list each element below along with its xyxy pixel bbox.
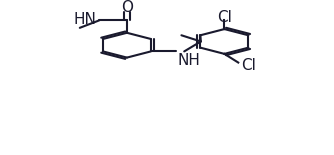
Text: O: O xyxy=(121,0,133,16)
Text: Cl: Cl xyxy=(241,58,256,73)
Text: NH: NH xyxy=(178,53,200,68)
Text: HN: HN xyxy=(74,12,97,27)
Text: Cl: Cl xyxy=(217,10,232,25)
